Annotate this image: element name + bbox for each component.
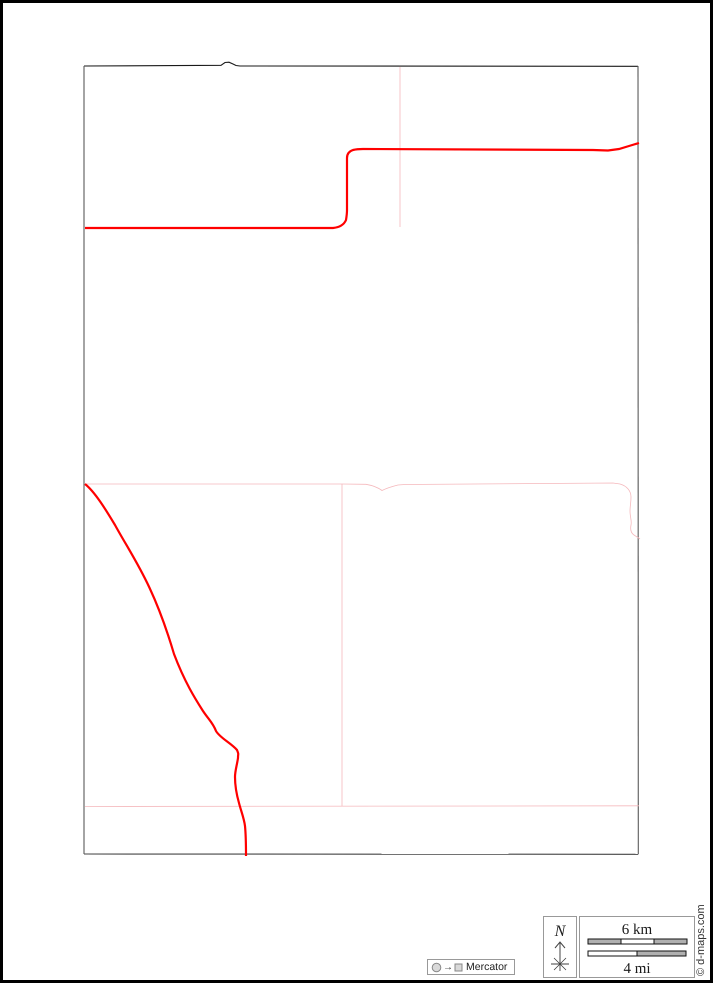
svg-text:4 mi: 4 mi [623, 961, 650, 977]
svg-text:6 km: 6 km [622, 922, 653, 938]
svg-text:N: N [554, 923, 567, 940]
